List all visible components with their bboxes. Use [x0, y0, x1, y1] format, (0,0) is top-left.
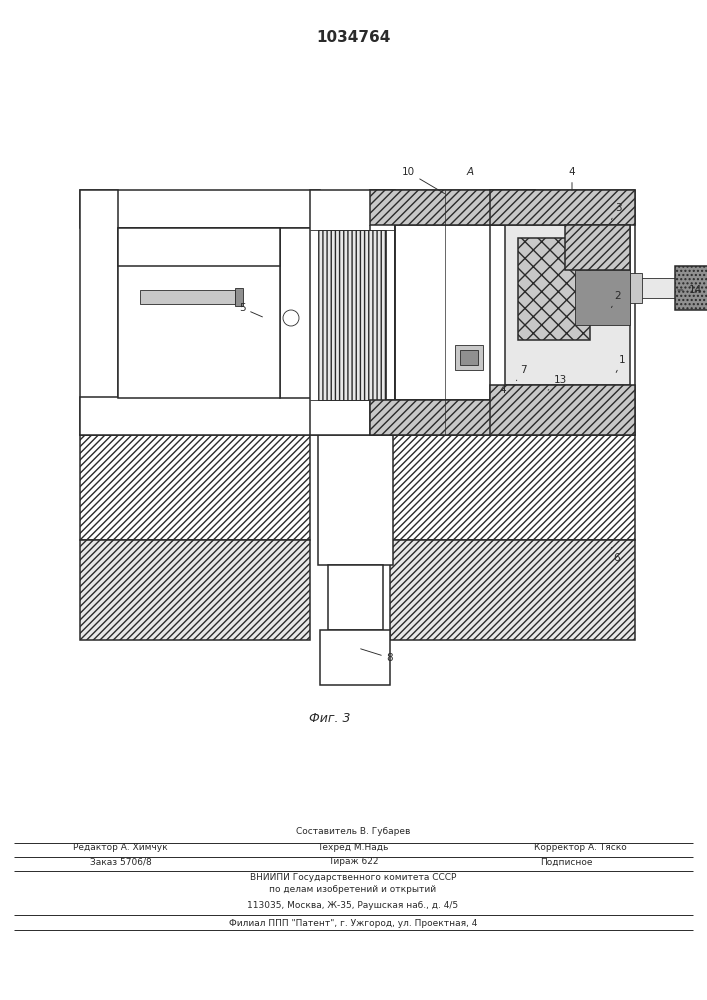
Bar — [455, 345, 483, 370]
Text: 7: 7 — [516, 365, 526, 381]
Text: ВНИИПИ Государственного комитета СССР: ВНИИПИ Государственного комитета СССР — [250, 872, 456, 882]
Bar — [675, 266, 707, 310]
Bar — [118, 228, 280, 266]
Bar — [490, 190, 635, 435]
Text: Корректор А. Тяско: Корректор А. Тяско — [534, 844, 626, 852]
Text: Фиг. 3: Фиг. 3 — [309, 712, 351, 724]
Polygon shape — [490, 190, 635, 225]
Text: 13: 13 — [548, 375, 566, 390]
Text: 113035, Москва, Ж-35, Раушская наб., д. 4/5: 113035, Москва, Ж-35, Раушская наб., д. … — [247, 900, 459, 910]
Polygon shape — [390, 435, 635, 540]
Text: 5: 5 — [239, 303, 262, 317]
Bar — [80, 190, 118, 435]
Polygon shape — [80, 540, 310, 640]
Text: 14: 14 — [678, 285, 701, 295]
Polygon shape — [390, 540, 635, 640]
Text: 3: 3 — [612, 203, 621, 220]
Bar — [630, 273, 642, 303]
Text: 1: 1 — [617, 355, 625, 372]
Polygon shape — [518, 238, 590, 340]
Text: 4: 4 — [568, 167, 575, 190]
Bar — [280, 228, 322, 398]
Text: Редактор А. Химчук: Редактор А. Химчук — [73, 844, 168, 852]
Bar — [320, 630, 390, 685]
Text: A: A — [467, 167, 474, 177]
Text: 4: 4 — [492, 385, 506, 398]
Text: Составитель В. Губарев: Составитель В. Губарев — [296, 828, 410, 836]
Bar — [505, 225, 630, 385]
Text: Тираж 622: Тираж 622 — [328, 857, 378, 866]
Polygon shape — [370, 400, 535, 435]
Bar — [80, 397, 320, 435]
Text: 8: 8 — [361, 649, 393, 663]
Bar — [460, 350, 478, 365]
Bar — [140, 290, 235, 304]
Polygon shape — [80, 435, 310, 540]
Text: Филиал ППП "Патент", г. Ужгород, ул. Проектная, 4: Филиал ППП "Патент", г. Ужгород, ул. Про… — [229, 918, 477, 928]
Text: 10: 10 — [402, 167, 445, 194]
Polygon shape — [370, 190, 535, 225]
Text: Подписное: Подписное — [540, 857, 592, 866]
Bar — [318, 435, 393, 565]
Polygon shape — [490, 385, 635, 435]
Text: Заказ 5706/8: Заказ 5706/8 — [90, 857, 152, 866]
Bar — [118, 228, 280, 398]
Bar — [310, 190, 395, 435]
Bar — [635, 278, 675, 298]
Circle shape — [283, 310, 299, 326]
Bar — [328, 565, 383, 630]
Bar — [235, 288, 243, 306]
Text: Техред М.Надь: Техред М.Надь — [317, 844, 389, 852]
Bar — [318, 230, 386, 400]
Bar — [370, 190, 535, 435]
Text: 2: 2 — [612, 291, 621, 308]
Bar — [395, 225, 535, 400]
Bar — [575, 270, 630, 325]
Text: по делам изобретений и открытий: по делам изобретений и открытий — [269, 886, 436, 894]
Polygon shape — [565, 225, 630, 270]
Text: 6: 6 — [612, 547, 620, 563]
Text: 1034764: 1034764 — [317, 30, 391, 45]
Bar — [80, 190, 320, 228]
